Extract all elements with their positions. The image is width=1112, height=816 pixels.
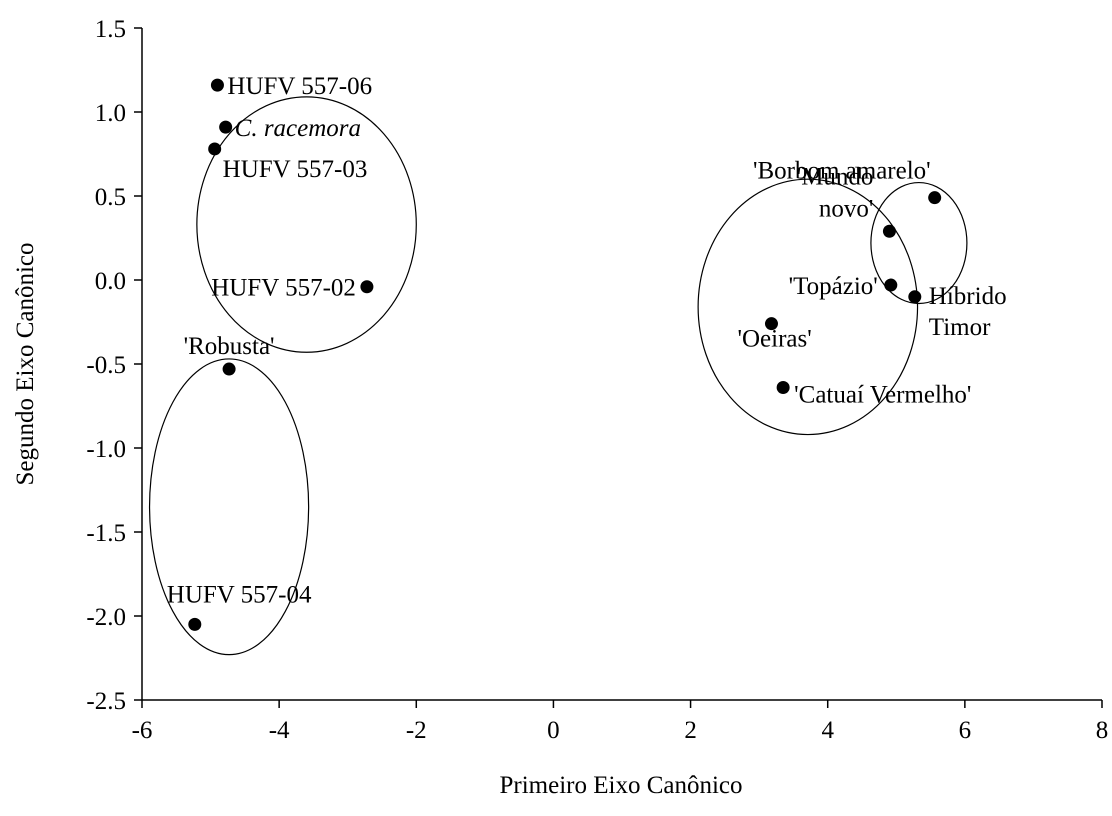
- y-axis-label: Segundo Eixo Canônico: [12, 242, 39, 485]
- point-label-line: Timor: [929, 314, 991, 341]
- x-tick-label: 4: [821, 717, 834, 744]
- y-tick-label: 1.0: [95, 100, 126, 127]
- data-point: [188, 617, 202, 631]
- point-label: 'Borbom amarelo': [753, 158, 931, 185]
- point-label-line: Híbrido: [929, 283, 1007, 310]
- data-point: [222, 362, 236, 376]
- point-label: Híbrido Timor: [929, 283, 1007, 341]
- group-ellipses: [148, 96, 968, 656]
- data-point: [884, 278, 898, 292]
- point-label: HUFV 557-03: [223, 156, 368, 183]
- group-ellipse: [870, 181, 968, 305]
- data-point: [208, 142, 222, 156]
- point-label: 'Topázio': [789, 273, 878, 300]
- group-ellipse: [196, 96, 417, 353]
- point-label: 'Robusta': [184, 333, 275, 360]
- data-point: [928, 191, 942, 205]
- axes: -6 -4 -2 0 2 4 6 8 1.5 1.0 0.5 0.0 -0.5 -1.0 -1.5 -2.0 -…: [86, 16, 1108, 744]
- x-tick-label: -6: [132, 717, 153, 744]
- point-label: HUFV 557-04: [167, 581, 312, 608]
- y-tick-label: 0.0: [95, 268, 126, 295]
- data-point: [908, 290, 922, 304]
- data-points: [188, 78, 942, 631]
- x-tick-label: -4: [269, 717, 290, 744]
- y-tick-label: 0.5: [95, 184, 126, 211]
- x-tick-label: 8: [1096, 717, 1109, 744]
- data-point: [776, 381, 790, 395]
- data-point: [764, 317, 778, 331]
- x-tick-label: 6: [959, 717, 972, 744]
- point-label-line: 'Mundo: [797, 163, 874, 190]
- data-point: [219, 120, 233, 134]
- x-tick-label: 2: [684, 717, 697, 744]
- y-tick-label: 1.5: [95, 16, 126, 43]
- y-tick-label: -2.5: [86, 688, 126, 715]
- point-label: HUFV 557-06: [227, 73, 372, 100]
- x-tick-label: -2: [406, 717, 427, 744]
- point-labels: HUFV 557-06 C. racemora HUFV 557-03 HUFV 55…: [167, 73, 1007, 608]
- y-tick-label: -1.0: [86, 436, 126, 463]
- point-label: 'Catuaí Vermelho': [794, 382, 971, 409]
- data-point: [882, 224, 896, 238]
- point-label: 'Mundo novo': [797, 163, 874, 222]
- group-ellipse: [148, 358, 310, 656]
- x-tick-label: 0: [547, 717, 560, 744]
- y-tick-label: -2.0: [86, 604, 126, 631]
- data-point: [360, 280, 374, 294]
- point-label: C. racemora: [235, 115, 361, 142]
- point-label: 'Oeiras': [737, 326, 811, 353]
- y-tick-label: -1.5: [86, 520, 126, 547]
- x-axis-label: Primeiro Eixo Canônico: [499, 772, 742, 799]
- group-ellipse: [697, 178, 919, 436]
- point-label: HUFV 557-02: [211, 275, 356, 302]
- data-point: [210, 78, 224, 92]
- y-tick-label: -0.5: [86, 352, 126, 379]
- point-label-line: novo': [819, 195, 874, 222]
